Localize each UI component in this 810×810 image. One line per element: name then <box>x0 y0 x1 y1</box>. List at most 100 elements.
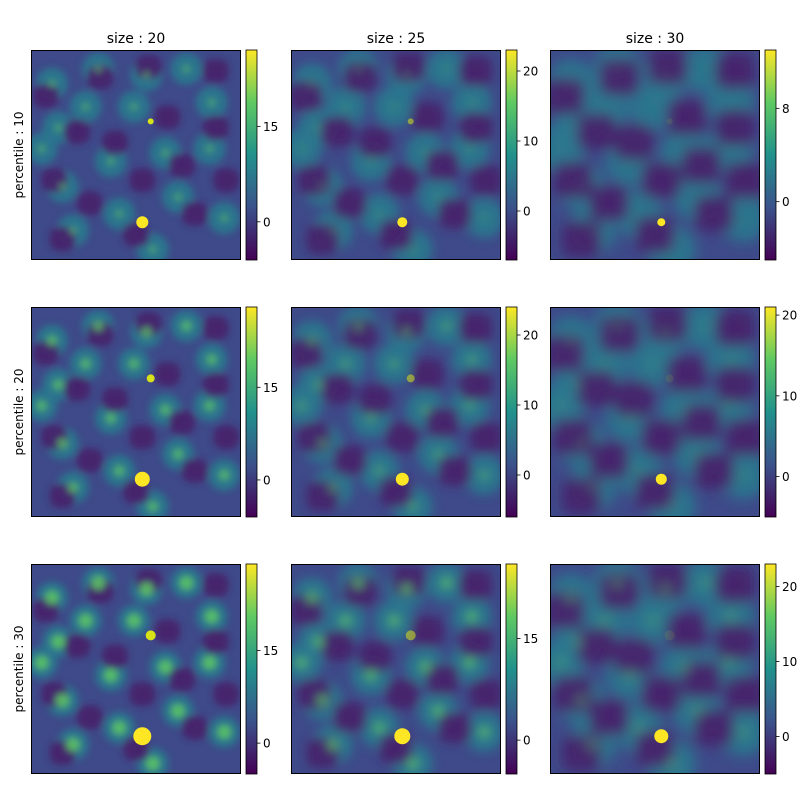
field-peak <box>389 359 399 369</box>
field-peak <box>367 158 374 165</box>
field-peak <box>574 125 580 131</box>
heatmap-panel: 08 <box>550 49 790 261</box>
field-peak <box>297 401 306 411</box>
column-titles: size : 20 size : 25 size : 30 <box>107 31 685 47</box>
colorbar-gradient <box>764 563 777 775</box>
field-peak <box>205 144 214 153</box>
field-peak <box>479 470 489 480</box>
field-basin <box>715 53 755 89</box>
field-basin <box>154 362 181 387</box>
field-peak <box>600 616 609 625</box>
field-basin <box>202 629 229 654</box>
colorbar: 0 15 <box>245 49 278 261</box>
field-peak <box>45 590 59 605</box>
field-basin <box>681 661 721 698</box>
colorbar-tick-label: 0 <box>523 205 531 219</box>
field-basin <box>459 626 493 657</box>
field-peak <box>319 183 326 190</box>
field-basin <box>202 316 229 340</box>
field-peak <box>588 484 596 491</box>
field-basin <box>648 307 688 342</box>
field-peak <box>340 615 352 627</box>
hotspot-peak <box>136 216 149 229</box>
field-basin <box>459 313 493 343</box>
field-peak <box>409 246 416 253</box>
field-basin <box>641 419 681 456</box>
field-peak <box>635 211 641 217</box>
hotspot-peak <box>134 471 150 487</box>
field-peak <box>341 359 350 369</box>
heatmap-frame <box>31 307 241 517</box>
field-basin <box>129 425 156 450</box>
hotspot-peak <box>397 217 408 228</box>
row-label: percentile : 30 <box>12 626 26 713</box>
field-basin <box>715 109 755 146</box>
heatmap-panel: 0 10 20 <box>550 563 797 775</box>
field-basin <box>202 59 229 83</box>
field-basin <box>344 62 377 93</box>
field-basin <box>550 335 585 372</box>
colorbar-tick-label: 0 <box>782 470 790 484</box>
field-basin <box>550 592 585 629</box>
field-peak <box>589 228 595 234</box>
colorbar-tick-label: 0 <box>263 473 271 487</box>
field-peak <box>702 322 709 330</box>
field-basin <box>135 54 162 79</box>
colorbar-tick-label: 15 <box>523 632 538 646</box>
field-peak <box>179 575 194 590</box>
hotspot-peak <box>133 727 152 746</box>
colorbar-tick-label: 10 <box>782 389 797 403</box>
colorbar-gradient <box>505 563 518 775</box>
field-basin <box>715 366 755 403</box>
field-peak <box>558 146 563 152</box>
heatmap-frame <box>550 50 760 260</box>
heatmap-image <box>291 50 501 260</box>
field-basin <box>181 715 208 740</box>
field-peak <box>313 380 323 390</box>
field-peak <box>298 145 305 152</box>
column-title: size : 25 <box>367 31 426 47</box>
field-basin <box>681 404 721 441</box>
field-peak <box>739 727 748 737</box>
field-peak <box>573 637 582 646</box>
field-basin <box>470 422 501 453</box>
colorbar-gradient <box>245 49 258 261</box>
field-peak <box>601 360 608 368</box>
field-ridge <box>291 128 322 169</box>
field-basin <box>102 387 128 412</box>
colorbar-tick-label: 15 <box>263 120 278 134</box>
field-basin <box>715 623 755 660</box>
field-basin <box>553 419 593 456</box>
field-peak <box>634 467 642 475</box>
field-peak <box>725 402 732 410</box>
field-peak <box>67 482 79 494</box>
colorbar: 0 10 20 <box>764 306 797 518</box>
field-peak <box>353 321 363 331</box>
colorbar: 08 <box>764 49 790 261</box>
heatmap-frame <box>31 50 241 260</box>
field-peak <box>740 215 746 221</box>
field-peak <box>366 413 376 423</box>
field-basin <box>154 105 181 130</box>
field-basin <box>64 633 91 658</box>
field-basin <box>641 676 681 713</box>
field-peak <box>207 98 216 107</box>
field-basin <box>648 50 688 85</box>
field-basin <box>576 113 616 150</box>
field-basin <box>169 153 196 178</box>
field-peak <box>328 483 338 492</box>
field-peak <box>46 335 58 347</box>
colorbar-tick-label: 20 <box>782 309 797 323</box>
hotspot-peak <box>657 218 666 227</box>
heatmap-panel: 0 15 <box>31 306 278 518</box>
field-peak <box>465 401 474 411</box>
field-basin <box>459 570 493 600</box>
field-peak <box>557 402 564 410</box>
field-basin <box>154 619 181 644</box>
heatmap-frame <box>291 50 501 260</box>
secondary-peak <box>407 118 414 125</box>
field-peak <box>443 65 450 73</box>
row-label: percentile : 20 <box>12 369 26 456</box>
field-peak <box>139 582 154 597</box>
field-basin <box>291 338 322 369</box>
